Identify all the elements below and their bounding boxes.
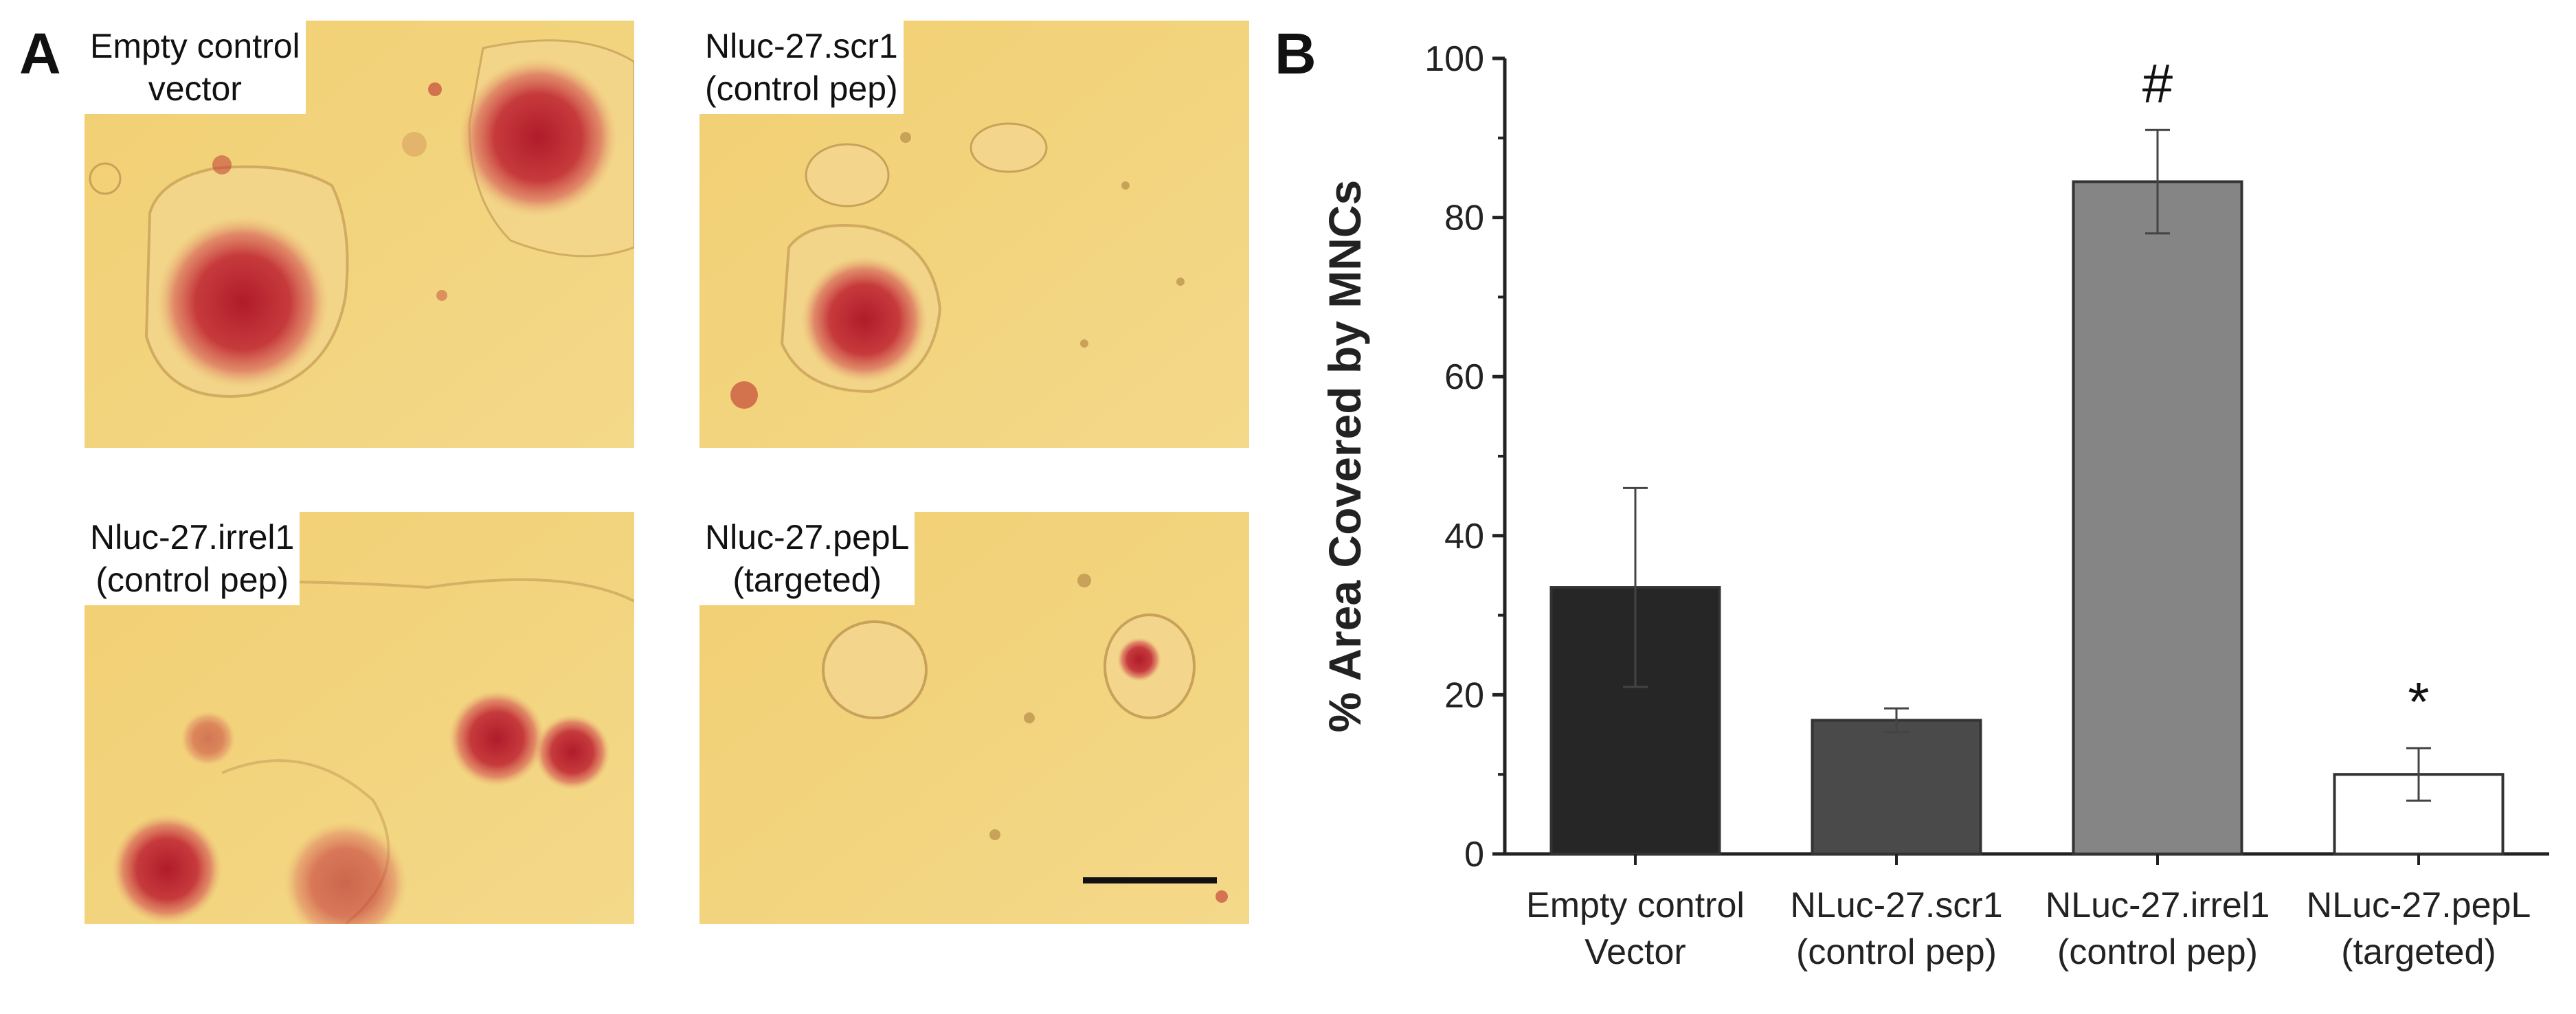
scale-bar bbox=[1083, 877, 1217, 883]
panel-a-letter: A bbox=[19, 21, 61, 86]
x-tick-label: Empty control bbox=[1526, 886, 1745, 925]
y-tick-label: 60 bbox=[1444, 357, 1484, 397]
y-tick-label: 0 bbox=[1464, 835, 1484, 875]
y-tick-label: 100 bbox=[1424, 39, 1484, 79]
y-tick-label: 20 bbox=[1444, 675, 1484, 715]
y-axis-label: % Area Covered by MNCs bbox=[1319, 180, 1370, 732]
bar bbox=[2072, 180, 2243, 855]
x-tick-label: NLuc-27.irrel1 bbox=[2046, 886, 2270, 925]
micrograph-label: Empty control vector bbox=[85, 21, 306, 114]
micrograph-label: Nluc-27.pepL (targeted) bbox=[699, 512, 915, 605]
x-tick-label: Vector bbox=[1584, 932, 1685, 972]
micrograph-pepl: Nluc-27.pepL (targeted) bbox=[699, 512, 1249, 939]
bar-chart: 0 20 40 60 80 100 % Area Covered by MNCs Empty… bbox=[1319, 39, 2549, 972]
significance-marker: # bbox=[2142, 53, 2173, 114]
significance-marker: * bbox=[2408, 671, 2429, 732]
bar bbox=[1811, 719, 1982, 856]
x-tick-label: NLuc-27.pepL bbox=[2307, 886, 2531, 925]
micrograph-label: Nluc-27.scr1 (control pep) bbox=[699, 21, 904, 114]
y-tick-label: 80 bbox=[1444, 199, 1484, 238]
y-tick-label: 40 bbox=[1444, 517, 1484, 556]
x-tick-label: (control pep) bbox=[2057, 932, 2258, 972]
panel-b-letter: B bbox=[1275, 21, 1317, 86]
micrograph-irrel1: Nluc-27.irrel1 (control pep) bbox=[85, 512, 634, 939]
x-tick-label: NLuc-27.scr1 bbox=[1790, 886, 2002, 925]
micrograph-scr1: Nluc-27.scr1 (control pep) bbox=[699, 21, 1249, 448]
x-tick-label: (control pep) bbox=[1796, 932, 1997, 972]
micrograph-label: Nluc-27.irrel1 (control pep) bbox=[85, 512, 300, 605]
x-tick-label: (targeted) bbox=[2341, 932, 2496, 972]
micrograph-empty-vector: Empty control vector bbox=[85, 21, 634, 448]
